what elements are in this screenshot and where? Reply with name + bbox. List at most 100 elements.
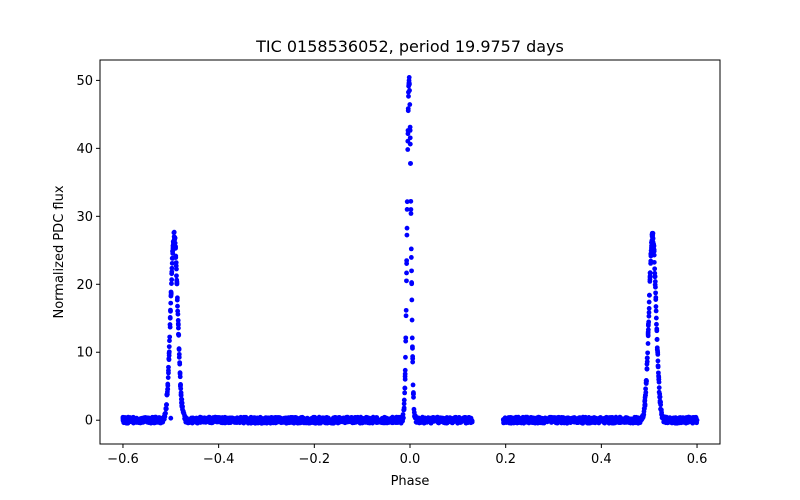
data-point bbox=[172, 240, 178, 246]
data-point bbox=[176, 325, 181, 331]
data-point bbox=[645, 331, 651, 337]
data-point bbox=[165, 381, 171, 387]
data-point bbox=[644, 378, 649, 384]
data-point bbox=[164, 402, 170, 408]
data-point bbox=[651, 247, 657, 253]
data-point bbox=[173, 253, 179, 259]
x-axis-ticks: −0.6 −0.4 −0.2 0.0 0.2 0.4 0.6 bbox=[107, 444, 707, 467]
data-point bbox=[407, 135, 413, 141]
data-point bbox=[646, 299, 652, 305]
data-point bbox=[655, 363, 661, 369]
data-point bbox=[654, 336, 660, 342]
data-point bbox=[401, 397, 407, 403]
data-point bbox=[179, 400, 185, 406]
data-point bbox=[410, 382, 416, 388]
data-point bbox=[654, 326, 660, 332]
data-point bbox=[163, 406, 169, 412]
data-point bbox=[652, 266, 658, 272]
data-point bbox=[410, 344, 415, 350]
data-point bbox=[404, 232, 410, 238]
data-point bbox=[404, 261, 410, 266]
data-point bbox=[645, 323, 651, 328]
y-tick-label: 20 bbox=[76, 278, 93, 293]
data-point bbox=[408, 255, 414, 260]
data-point bbox=[643, 390, 649, 395]
data-point bbox=[168, 307, 173, 313]
data-point bbox=[168, 415, 174, 421]
chart-title: TIC 0158536052, period 19.9757 days bbox=[255, 37, 564, 56]
y-tick-label: 30 bbox=[76, 210, 93, 225]
data-point bbox=[694, 417, 700, 423]
y-tick-label: 10 bbox=[76, 346, 93, 361]
data-point bbox=[173, 244, 178, 249]
data-point bbox=[648, 261, 654, 266]
data-point bbox=[166, 364, 171, 370]
data-point bbox=[642, 402, 648, 407]
data-point bbox=[167, 338, 172, 344]
data-point bbox=[653, 304, 659, 309]
x-tick-label: 0.6 bbox=[687, 452, 708, 467]
data-point bbox=[646, 313, 652, 319]
data-point bbox=[405, 147, 411, 152]
data-point bbox=[645, 350, 651, 356]
data-point bbox=[656, 385, 662, 391]
data-point bbox=[165, 375, 171, 380]
x-tick-label: −0.6 bbox=[107, 452, 139, 467]
data-point bbox=[653, 290, 658, 296]
data-point bbox=[176, 354, 182, 360]
data-point bbox=[410, 359, 416, 365]
data-point bbox=[402, 385, 408, 391]
data-point bbox=[653, 295, 659, 300]
data-point bbox=[167, 322, 173, 327]
data-point bbox=[166, 370, 171, 376]
data-point bbox=[403, 313, 409, 319]
data-point bbox=[174, 273, 179, 279]
y-axis-label: Normalized PDC flux bbox=[52, 185, 67, 318]
data-point bbox=[165, 386, 171, 392]
data-point bbox=[406, 93, 411, 99]
data-point bbox=[169, 260, 175, 266]
data-point bbox=[653, 284, 658, 290]
data-point bbox=[169, 277, 175, 283]
data-point bbox=[646, 306, 652, 311]
data-point bbox=[410, 354, 416, 359]
data-point bbox=[402, 367, 408, 373]
data-point bbox=[654, 321, 659, 327]
data-point bbox=[402, 376, 408, 382]
data-point bbox=[408, 207, 414, 212]
data-point bbox=[406, 77, 412, 83]
data-point bbox=[655, 351, 661, 357]
data-point bbox=[652, 274, 658, 279]
data-point bbox=[401, 415, 406, 421]
data-point bbox=[408, 211, 414, 216]
data-point bbox=[169, 265, 175, 271]
data-point bbox=[408, 198, 414, 204]
x-tick-label: 0.4 bbox=[591, 452, 612, 467]
data-point bbox=[655, 358, 661, 364]
data-point bbox=[403, 338, 409, 344]
data-point bbox=[645, 327, 651, 333]
data-point bbox=[409, 317, 415, 323]
data-point bbox=[180, 404, 185, 410]
data-point bbox=[216, 417, 222, 422]
data-point bbox=[175, 321, 181, 327]
data-point bbox=[409, 268, 414, 274]
data-point bbox=[166, 349, 172, 355]
x-tick-label: 0.2 bbox=[495, 452, 516, 467]
data-point bbox=[178, 386, 184, 392]
data-point bbox=[647, 292, 652, 298]
data-point bbox=[409, 297, 415, 303]
data-point bbox=[404, 199, 410, 205]
data-point bbox=[169, 281, 174, 286]
data-point bbox=[408, 161, 413, 166]
data-point bbox=[645, 341, 651, 346]
data-point bbox=[120, 416, 126, 422]
data-point bbox=[166, 356, 172, 362]
data-point bbox=[403, 354, 408, 360]
data-point bbox=[656, 376, 662, 382]
y-tick-label: 50 bbox=[76, 74, 93, 89]
data-point bbox=[179, 397, 185, 402]
data-point bbox=[404, 278, 409, 284]
data-point bbox=[178, 392, 184, 398]
data-point bbox=[175, 303, 180, 309]
